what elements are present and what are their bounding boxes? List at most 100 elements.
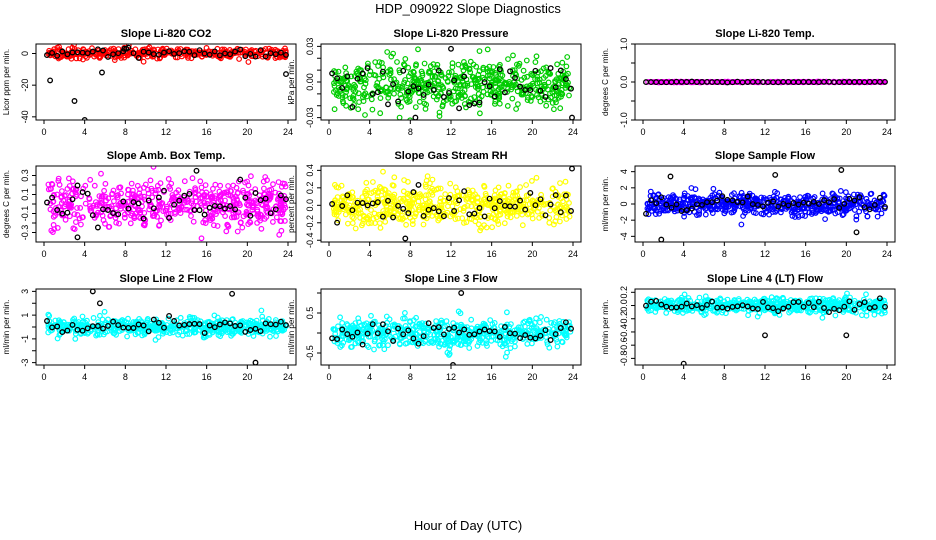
data-point: [151, 212, 158, 219]
data-point: [501, 337, 507, 344]
data-point: [517, 184, 523, 191]
y-tick-label: 0.2: [305, 182, 315, 195]
x-tick-label: 4: [681, 249, 686, 259]
data-point: [772, 188, 778, 195]
data-point: [736, 193, 743, 200]
data-point: [184, 206, 191, 213]
reference-point: [653, 200, 660, 207]
data-point: [807, 309, 814, 315]
data-point: [523, 182, 529, 188]
data-point: [267, 333, 273, 340]
reference-point: [206, 204, 213, 211]
data-point: [540, 75, 547, 81]
data-point: [62, 216, 69, 223]
data-point: [130, 319, 137, 325]
data-point: [50, 213, 57, 220]
data-point: [416, 98, 423, 105]
data-point: [470, 74, 477, 81]
data-point: [416, 320, 423, 327]
data-point: [471, 94, 478, 100]
data-point: [117, 184, 124, 191]
reference-point: [430, 86, 437, 93]
data-point: [460, 205, 467, 212]
reference-point: [206, 322, 213, 329]
data-point: [170, 205, 177, 212]
data-point: [714, 203, 720, 210]
reference-point: [420, 212, 427, 219]
reference-point: [831, 196, 838, 203]
reference-point: [232, 206, 239, 213]
data-point: [694, 204, 700, 211]
data-point: [760, 196, 767, 203]
data-point: [433, 186, 440, 193]
y-axis-label: degrees C per min.: [601, 48, 610, 116]
data-point: [106, 203, 113, 210]
data-point: [211, 195, 218, 202]
data-point: [273, 333, 279, 339]
data-point: [195, 192, 202, 198]
data-point: [335, 323, 341, 330]
data-point: [355, 90, 362, 97]
data-point: [415, 80, 422, 86]
data-point: [378, 185, 385, 192]
data-point: [515, 101, 521, 107]
data-point: [826, 202, 832, 209]
data-point: [421, 60, 428, 67]
data-point: [245, 59, 252, 65]
data-point: [505, 182, 512, 189]
data-point: [142, 220, 148, 227]
data-point: [282, 204, 289, 211]
reference-point: [364, 65, 371, 72]
data-point: [416, 193, 423, 200]
data-point: [335, 68, 342, 75]
reference-point: [166, 312, 173, 319]
panel-3: Slope Li-820 Temp.degrees C per min.0 4 8 1…: [601, 28, 896, 137]
data-point: [416, 337, 423, 344]
data-point: [497, 211, 504, 218]
data-point: [533, 174, 540, 181]
data-point: [392, 203, 399, 210]
data-point: [349, 322, 356, 329]
data-point: [877, 198, 884, 205]
reference-point: [257, 47, 264, 54]
data-point: [384, 49, 391, 55]
reference-point: [471, 210, 478, 217]
reference-point: [557, 325, 564, 331]
data-point: [467, 69, 474, 76]
data-point: [355, 106, 362, 113]
data-point: [66, 183, 73, 189]
reference-point: [385, 197, 391, 204]
data-point: [263, 214, 270, 220]
data-point: [156, 222, 163, 229]
reference-point: [166, 214, 173, 221]
data-point: [506, 196, 512, 202]
data-point: [762, 209, 769, 216]
data-point: [497, 341, 504, 348]
data-point: [202, 332, 208, 339]
data-point: [110, 325, 117, 332]
reference-point: [283, 51, 289, 58]
y-tick-label: -40: [20, 110, 30, 123]
data-point: [436, 113, 443, 119]
data-point: [184, 199, 190, 206]
reference-point: [562, 76, 569, 83]
data-point: [379, 336, 386, 343]
data-point: [259, 313, 266, 320]
data-point: [390, 182, 397, 189]
data-point: [549, 193, 556, 200]
reference-point: [643, 210, 649, 217]
data-point: [99, 192, 106, 199]
reference-point: [395, 98, 402, 105]
data-point: [557, 180, 563, 187]
data-point: [768, 203, 774, 210]
reference-point: [440, 94, 447, 100]
data-point: [252, 323, 259, 330]
reference-point: [100, 325, 106, 332]
reference-point: [522, 206, 529, 213]
data-point: [552, 218, 559, 225]
reference-point: [501, 89, 508, 96]
reference-point: [334, 219, 341, 226]
data-point: [356, 66, 363, 73]
data-point: [567, 328, 574, 335]
data-point: [559, 212, 565, 219]
